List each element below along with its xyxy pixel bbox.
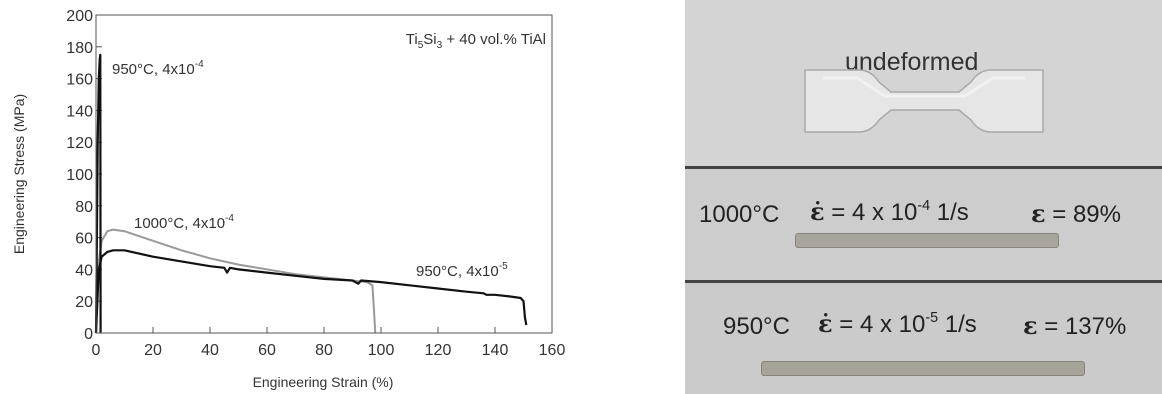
undeformed-specimen-image xyxy=(804,69,1044,133)
specimen-1000c-strain: ε = 89% xyxy=(1031,199,1121,228)
specimen-950c-section: 950°C ε̇ = 4 x 10-5 1/s ε = 137% xyxy=(685,283,1162,394)
y-tick-label: 20 xyxy=(75,294,93,311)
chart-canvas: 0 20 40 60 80 100 120 140 160 0 20 40 60 80 100 120 140 1… xyxy=(11,8,566,390)
x-tick-label: 140 xyxy=(482,342,509,359)
divider xyxy=(685,166,1162,169)
specimen-1000c-strain-rate: ε̇ = 4 x 10-4 1/s xyxy=(810,197,969,226)
x-tick-label: 40 xyxy=(201,342,219,359)
y-tick-label: 160 xyxy=(66,72,93,89)
y-tick-label: 100 xyxy=(66,167,93,184)
y-tick-label: 180 xyxy=(66,40,93,57)
specimen-950c-strain-rate: ε̇ = 4 x 10-5 1/s xyxy=(818,309,977,338)
x-tick-label: 0 xyxy=(92,342,101,359)
series-line-1 xyxy=(95,228,377,334)
x-tick-label: 80 xyxy=(315,342,333,359)
specimen-1000c-temperature: 1000°C xyxy=(699,201,780,228)
x-tick-label: 20 xyxy=(144,342,162,359)
plot-frame xyxy=(95,14,553,334)
specimen-photo-panel: undeformed 1000°C ε̇ = 4 x 10-4 1/s ε = … xyxy=(685,0,1162,394)
series-line-2 xyxy=(94,249,528,334)
x-tick-label: 120 xyxy=(425,342,452,359)
y-tick-label: 80 xyxy=(75,199,93,216)
specimen-950c-image xyxy=(761,361,1085,376)
series-line-0 xyxy=(94,53,102,334)
specimen-950c-strain: ε = 137% xyxy=(1023,311,1127,340)
stress-strain-chart: 0 20 40 60 80 100 120 140 160 0 20 40 60 80 100 120 140 1… xyxy=(11,8,566,390)
curve-label-950c-4e-5: 950°C, 4x10-5 xyxy=(416,261,508,280)
y-tick-label: 40 xyxy=(75,262,93,279)
material-annotation: Ti5Si3 + 40 vol.% TiAl xyxy=(406,31,546,51)
x-tick-label: 100 xyxy=(368,342,395,359)
specimen-1000c-image xyxy=(795,233,1059,248)
undeformed-section: undeformed xyxy=(685,0,1162,167)
y-tick-label: 60 xyxy=(75,231,93,248)
x-tick-label: 160 xyxy=(539,342,566,359)
divider xyxy=(685,280,1162,283)
y-tick-label: 140 xyxy=(66,103,93,120)
curve-label-950c-4e-4: 950°C, 4x10-4 xyxy=(112,59,204,78)
curve-label-1000c-4e-4: 1000°C, 4x10-4 xyxy=(134,213,234,232)
y-tick-label: 0 xyxy=(84,326,93,343)
specimen-950c-temperature: 950°C xyxy=(723,313,790,340)
y-tick-label: 120 xyxy=(66,135,93,152)
y-axis-title: Engineering Stress (MPa) xyxy=(11,94,27,254)
specimen-1000c-section: 1000°C ε̇ = 4 x 10-4 1/s ε = 89% xyxy=(685,169,1162,281)
y-tick-label: 200 xyxy=(66,8,93,25)
x-tick-label: 60 xyxy=(258,342,276,359)
x-axis-title: Engineering Strain (%) xyxy=(253,374,394,390)
